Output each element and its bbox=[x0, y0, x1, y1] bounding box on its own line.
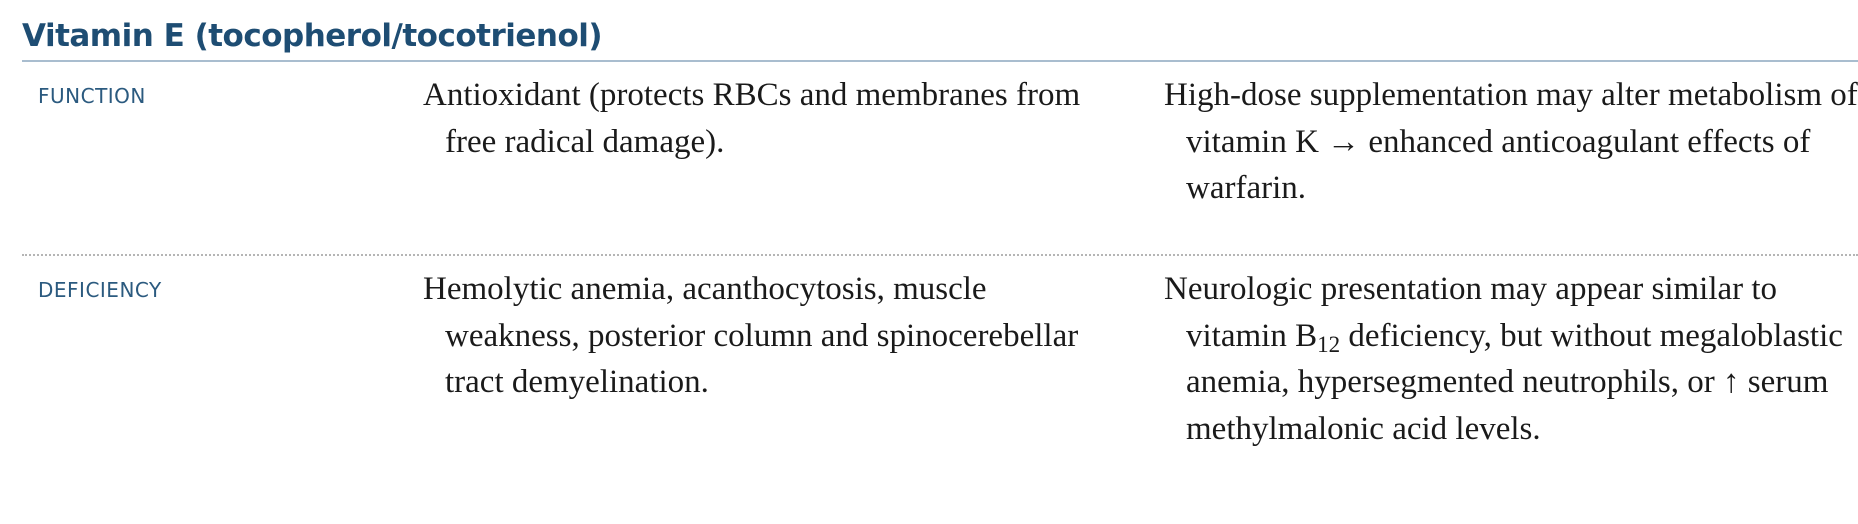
function-notes-text-end: enhanced anticoagulant effects of warfar… bbox=[1186, 123, 1811, 207]
b12-subscript: 12 bbox=[1317, 331, 1341, 357]
deficiency-notes: Neurologic presentation may appear simil… bbox=[1164, 266, 1858, 452]
function-notes: High-dose supplementation may alter meta… bbox=[1164, 72, 1858, 212]
title-divider bbox=[22, 60, 1858, 62]
row-divider bbox=[22, 254, 1858, 256]
deficiency-description: Hemolytic anemia, acanthocytosis, muscle… bbox=[423, 271, 1079, 400]
up-arrow-icon: ↑ bbox=[1723, 364, 1740, 400]
function-description: Antioxidant (protects RBCs and membranes… bbox=[423, 77, 1081, 160]
deficiency-notes-text-end: serum methylmalonic acid levels. bbox=[1186, 364, 1829, 447]
section-title: Vitamin E (tocopherol/tocotrienol) bbox=[22, 18, 603, 54]
deficiency-notes-text-start: Neurologic presentation may appear simil… bbox=[1164, 271, 1778, 354]
row-label-deficiency: DEFICIENCY bbox=[38, 278, 162, 302]
row-label-function: FUNCTION bbox=[38, 84, 146, 108]
function-notes-text-start: High-dose supplementation may alter meta… bbox=[1164, 77, 1858, 160]
right-arrow-icon: → bbox=[1327, 123, 1361, 160]
deficiency-notes-text-middle: deficiency, but without megaloblastic an… bbox=[1186, 317, 1843, 401]
